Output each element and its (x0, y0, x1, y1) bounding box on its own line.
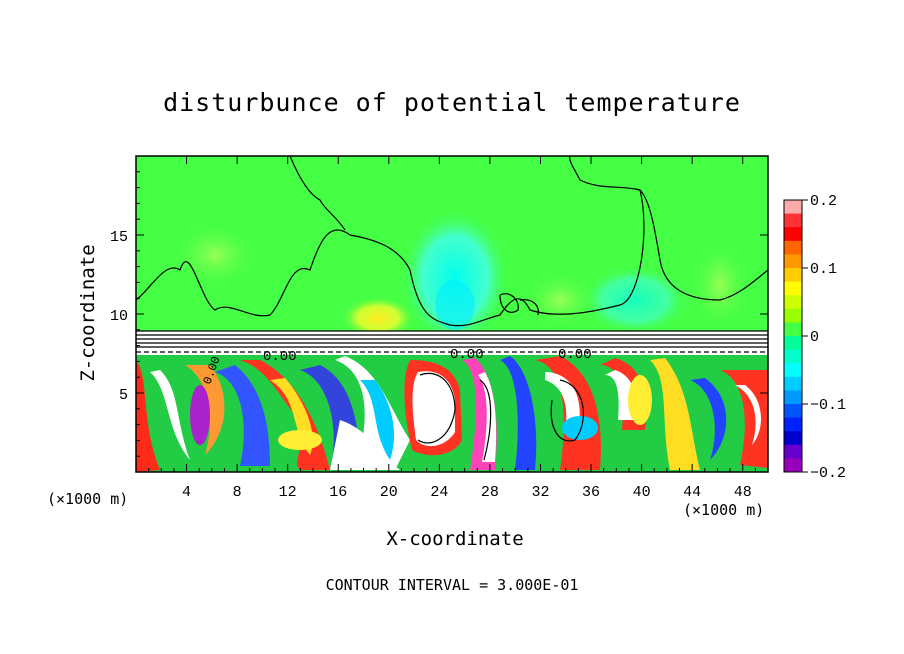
colorbar-cell (784, 268, 802, 283)
x-tick-label: 28 (481, 484, 499, 501)
chart-title: disturbunce of potential temperature (163, 88, 741, 117)
x-tick-label: 24 (430, 484, 448, 501)
x-axis-ticks: 4 8 12 16 20 24 28 32 36 40 44 48 (148, 156, 756, 501)
colorbar-cell (784, 404, 802, 419)
colorbar-cell (784, 349, 802, 364)
colorbar-tick-label: −0.1 (810, 397, 846, 414)
colorbar-cell (784, 213, 802, 228)
colorbar-cell (784, 322, 802, 337)
x-axis-unit-left: (×1000 m) (47, 490, 129, 508)
field-cyan-anomaly-2 (580, 265, 690, 335)
y-tick-label: 15 (110, 229, 128, 246)
y-tick-label: 5 (119, 387, 128, 404)
colorbar-cell (784, 308, 802, 323)
colorbar-cell (784, 240, 802, 255)
x-tick-label: 4 (182, 484, 191, 501)
colorbar-cell (784, 281, 802, 296)
field-yellow-anomaly-3 (170, 220, 260, 290)
y-axis-ticks: 5 10 15 (110, 171, 768, 457)
x-tick-label: 12 (279, 484, 297, 501)
field-cyan-anomaly-core (435, 280, 475, 330)
colorbar-cell (784, 431, 802, 446)
field-yellow-anomaly-4 (520, 270, 600, 330)
x-tick-label: 32 (531, 484, 549, 501)
colorbar-tick-label: 0.1 (810, 261, 837, 278)
colorbar-cell (784, 376, 802, 391)
field-lower-blobs (136, 356, 768, 472)
colorbar-cell (784, 254, 802, 269)
colorbar: 0.2 0.1 0 −0.1 −0.2 (783, 193, 846, 482)
contour-lines (136, 156, 768, 461)
field-yellow-anomaly-2 (688, 237, 752, 333)
colorbar-tick-label: 0 (810, 329, 819, 346)
x-axis-label: X-coordinate (386, 528, 524, 550)
contour-interval-annotation: CONTOUR INTERVAL = 3.000E-01 (325, 576, 579, 594)
colorbar-cell (784, 295, 802, 310)
x-tick-label: 48 (734, 484, 752, 501)
colorbar-ticks: 0.2 0.1 0 −0.1 −0.2 (802, 193, 846, 482)
colorbar-cell (784, 227, 802, 242)
colorbar-tick-label: −0.2 (810, 465, 846, 482)
x-tick-label: 44 (683, 484, 701, 501)
colorbar-cell (784, 444, 802, 459)
colorbar-cell (784, 458, 802, 473)
colorbar-cell (784, 363, 802, 378)
colorbar-cell (784, 336, 802, 351)
x-tick-label: 16 (329, 484, 347, 501)
colorbar-tick-label: 0.2 (810, 193, 837, 210)
x-axis-unit-right: (×1000 m) (683, 501, 765, 519)
colorbar-cell (784, 200, 802, 215)
x-tick-label: 40 (633, 484, 651, 501)
x-tick-label: 20 (380, 484, 398, 501)
x-tick-label: 8 (233, 484, 242, 501)
x-tick-label: 36 (582, 484, 600, 501)
contour-label: 0.00 (558, 347, 592, 363)
colorbar-cell (784, 390, 802, 405)
field-yellow-anomaly (340, 296, 416, 340)
colorbar-cells (784, 200, 802, 473)
y-tick-label: 10 (110, 308, 128, 325)
y-axis-label: Z-coordinate (77, 244, 99, 382)
colorbar-cell (784, 417, 802, 432)
heatmap-field (136, 156, 768, 472)
contour-label: 0.00 (263, 349, 297, 365)
contour-label: 0.00 (450, 347, 484, 363)
